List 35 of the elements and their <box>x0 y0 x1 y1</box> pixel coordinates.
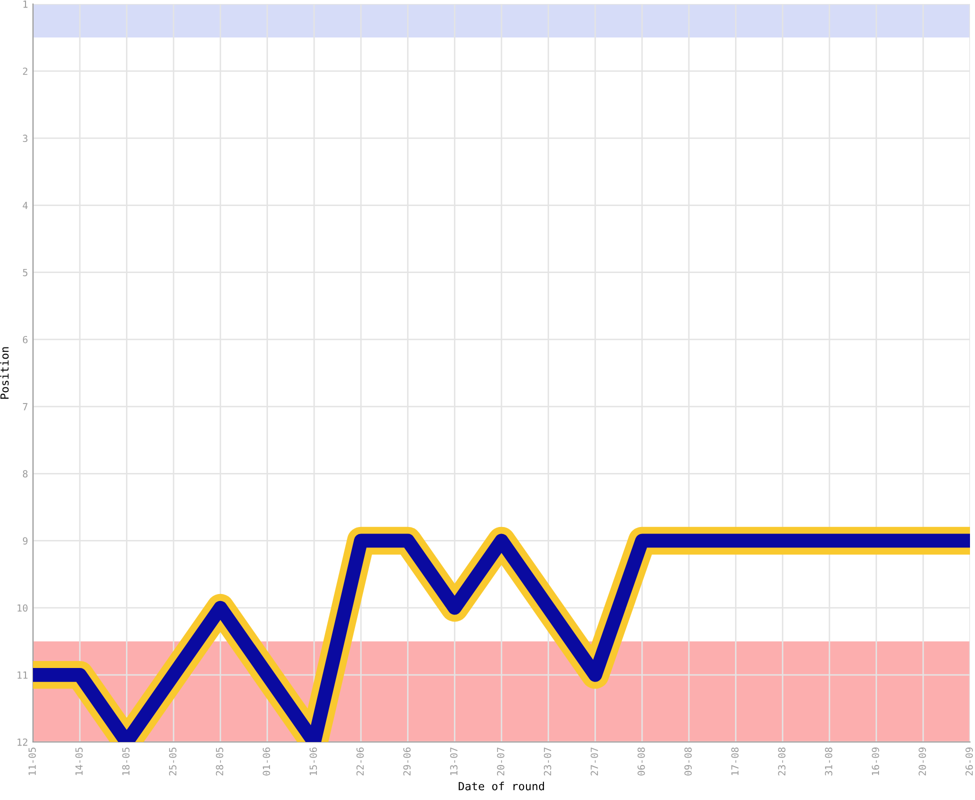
x-tick-label: 15-06 <box>310 747 317 775</box>
x-tick-label: 18-05 <box>122 748 130 775</box>
x-tick-label: 17-08 <box>731 747 739 775</box>
y-tick-label: 6 <box>22 336 28 344</box>
x-tick-label: 14-05 <box>75 748 83 775</box>
x-tick-label: 27-07 <box>590 748 598 776</box>
x-tick-label: 06-08 <box>638 747 645 776</box>
y-tick-label: 3 <box>22 134 28 142</box>
x-tick-label: 11-05 <box>28 748 36 775</box>
y-tick-label: 1 <box>23 0 28 8</box>
x-tick-label: 09-08 <box>684 747 692 776</box>
y-tick-label: 8 <box>22 470 28 478</box>
y-tick-label: 5 <box>22 268 28 276</box>
x-tick-label: 20-07 <box>496 748 504 776</box>
y-tick-label: 11 <box>18 672 28 679</box>
x-tick-label: 29-06 <box>403 747 411 776</box>
x-tick-label: 23-07 <box>544 748 552 776</box>
y-tick-label: 12 <box>18 738 28 746</box>
x-tick-label: 23-08 <box>778 747 786 776</box>
x-tick-label: 22-06 <box>356 747 364 776</box>
x-tick-label: 13-07 <box>450 748 458 775</box>
y-tick-label: 9 <box>22 537 28 545</box>
y-axis-title: Position <box>0 347 9 399</box>
x-tick-label: 16-09 <box>872 748 880 775</box>
x-tick-label: 25-05 <box>169 748 176 776</box>
x-tick-label: 28-05 <box>216 748 224 776</box>
y-tick-label: 4 <box>22 202 28 209</box>
x-tick-label: 20-09 <box>918 748 926 776</box>
x-tick-label: 01-06 <box>262 747 270 776</box>
x-tick-label: 31-08 <box>824 747 832 776</box>
y-tick-label: 2 <box>23 68 28 75</box>
x-tick-label: 26-09 <box>965 748 973 776</box>
y-tick-label: 10 <box>18 604 28 612</box>
x-axis-title: Date of round <box>458 782 544 790</box>
y-tick-label: 7 <box>22 403 28 410</box>
